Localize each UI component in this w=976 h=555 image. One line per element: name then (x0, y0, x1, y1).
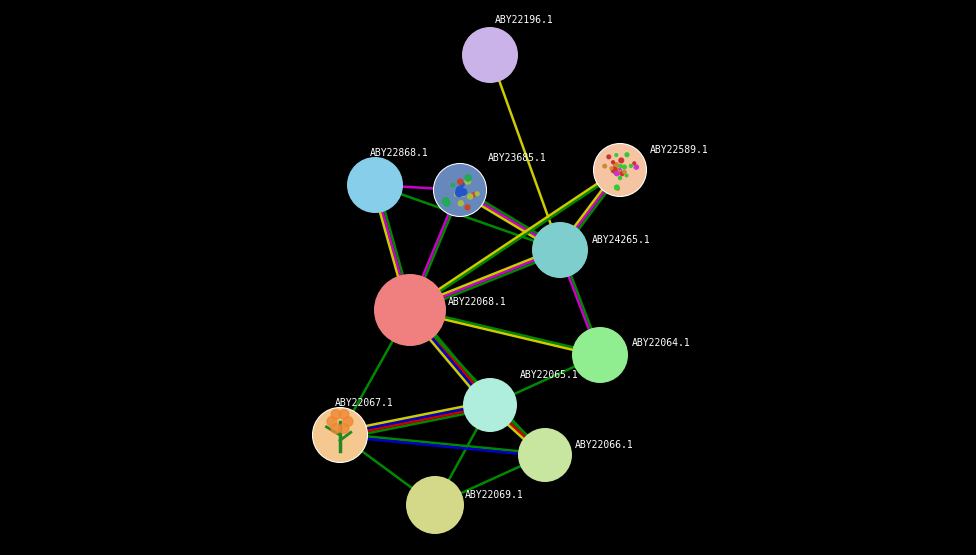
Circle shape (457, 186, 464, 194)
Circle shape (444, 200, 450, 206)
Text: ABY22066.1: ABY22066.1 (575, 440, 633, 450)
Circle shape (475, 192, 479, 196)
Circle shape (466, 205, 469, 210)
Text: ABY22196.1: ABY22196.1 (495, 15, 553, 25)
Circle shape (615, 154, 618, 157)
Text: ABY22065.1: ABY22065.1 (520, 370, 579, 380)
Circle shape (457, 186, 462, 193)
Circle shape (331, 423, 341, 433)
Circle shape (532, 222, 588, 278)
Text: ABY22067.1: ABY22067.1 (335, 398, 393, 408)
Circle shape (458, 187, 464, 193)
Circle shape (460, 189, 467, 195)
Circle shape (518, 428, 572, 482)
Text: ABY22064.1: ABY22064.1 (632, 338, 691, 348)
Circle shape (572, 327, 628, 383)
Circle shape (434, 164, 486, 216)
Circle shape (617, 169, 622, 174)
Circle shape (634, 165, 638, 169)
Circle shape (612, 161, 615, 164)
Text: ABY24265.1: ABY24265.1 (592, 235, 651, 245)
Circle shape (347, 157, 403, 213)
Circle shape (594, 144, 646, 196)
Circle shape (462, 27, 518, 83)
Circle shape (619, 171, 622, 174)
Circle shape (625, 153, 629, 157)
Circle shape (327, 417, 337, 426)
Circle shape (451, 183, 455, 186)
Circle shape (344, 417, 353, 426)
Circle shape (610, 167, 613, 170)
Circle shape (458, 179, 463, 184)
Circle shape (621, 172, 624, 175)
Circle shape (442, 198, 449, 204)
Circle shape (468, 194, 472, 199)
Circle shape (460, 183, 465, 186)
Text: ABY22069.1: ABY22069.1 (465, 490, 524, 500)
Circle shape (626, 174, 628, 176)
Circle shape (619, 176, 622, 179)
Circle shape (340, 410, 348, 420)
Circle shape (615, 185, 619, 190)
Circle shape (456, 190, 463, 196)
Circle shape (632, 162, 635, 165)
Circle shape (465, 175, 471, 181)
Circle shape (459, 190, 465, 196)
Circle shape (406, 476, 464, 534)
Circle shape (613, 163, 619, 168)
Circle shape (462, 193, 466, 196)
Circle shape (331, 410, 341, 420)
Circle shape (617, 170, 621, 174)
Circle shape (313, 408, 367, 462)
Circle shape (603, 164, 606, 168)
Circle shape (340, 423, 348, 433)
Circle shape (615, 171, 619, 176)
Circle shape (465, 179, 470, 184)
Circle shape (623, 170, 627, 174)
Circle shape (613, 169, 619, 174)
Circle shape (630, 164, 632, 168)
Circle shape (619, 158, 624, 163)
Circle shape (374, 274, 446, 346)
Circle shape (463, 378, 517, 432)
Circle shape (459, 201, 464, 206)
Circle shape (611, 167, 617, 173)
Circle shape (607, 155, 611, 159)
Circle shape (623, 165, 627, 169)
Text: ABY22868.1: ABY22868.1 (370, 148, 428, 158)
Circle shape (617, 188, 620, 190)
Circle shape (471, 193, 475, 197)
Text: ABY22589.1: ABY22589.1 (650, 145, 709, 155)
Text: ABY23685.1: ABY23685.1 (488, 153, 547, 163)
Text: ABY22068.1: ABY22068.1 (448, 297, 507, 307)
Circle shape (619, 165, 622, 168)
Circle shape (455, 192, 459, 196)
